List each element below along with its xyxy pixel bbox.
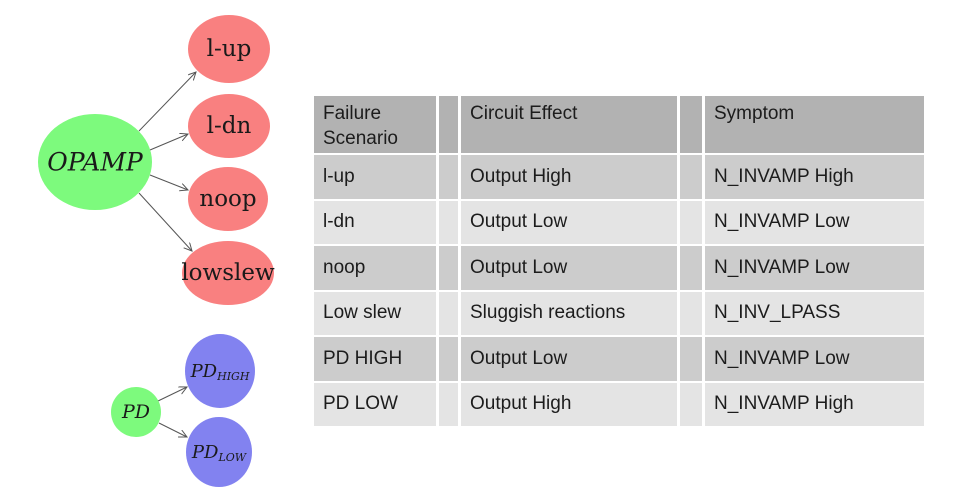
pd-arrows [157, 387, 187, 437]
node-pd-low-label: PDLOW [191, 442, 248, 464]
header-symptom: Symptom [705, 96, 924, 153]
header-circuit-effect: Circuit Effect [461, 96, 677, 153]
cell-failure-scenario: Low slew [314, 291, 436, 335]
cell-symptom: N_INV_LPASS [705, 291, 924, 335]
cell-circuit-effect: Output Low [461, 337, 677, 381]
header-failure-scenario: Failure Scenario [314, 96, 436, 153]
node-l-up [188, 15, 270, 83]
cell-failure-scenario: PD LOW [314, 382, 436, 426]
row-spacer [680, 246, 702, 290]
cell-circuit-effect: Output High [461, 382, 677, 426]
arrow-pd-high [157, 387, 187, 402]
row-spacer [439, 291, 458, 335]
node-pd-high [185, 334, 255, 408]
node-lowslew-label: lowslew [181, 260, 275, 286]
row-spacer [439, 155, 458, 199]
opamp-arrows [138, 72, 196, 251]
header-spacer-1 [439, 96, 458, 153]
arrow-opamp-lup [138, 72, 196, 132]
failure-scenario-table: Failure Scenario Circuit Effect Symptom … [314, 96, 924, 426]
node-pd [111, 387, 161, 437]
cell-symptom: N_INVAMP High [705, 155, 924, 199]
cell-failure-scenario: l-dn [314, 200, 436, 244]
node-noop [188, 167, 268, 231]
node-l-dn [188, 94, 270, 158]
row-spacer [680, 337, 702, 381]
node-lowslew [182, 241, 274, 305]
row-spacer [439, 337, 458, 381]
node-l-up-label: l-up [207, 36, 252, 62]
row-spacer [680, 382, 702, 426]
node-opamp-label: OPAMP [47, 148, 144, 177]
cell-symptom: N_INVAMP High [705, 382, 924, 426]
cell-circuit-effect: Output Low [461, 200, 677, 244]
cell-symptom: N_INVAMP Low [705, 246, 924, 290]
node-pd-low [186, 417, 252, 487]
arrow-opamp-lowslew [138, 192, 192, 251]
fault-tree-diagram: OPAMP l-up l-dn noop lowslew PD PDHIGH P… [38, 15, 275, 487]
arrow-opamp-noop [149, 174, 188, 190]
node-noop-label: noop [199, 186, 256, 212]
cell-failure-scenario: l-up [314, 155, 436, 199]
cell-circuit-effect: Sluggish reactions [461, 291, 677, 335]
cell-failure-scenario: PD HIGH [314, 337, 436, 381]
row-spacer [439, 382, 458, 426]
row-spacer [680, 155, 702, 199]
row-spacer [439, 200, 458, 244]
node-opamp [38, 114, 152, 210]
cell-symptom: N_INVAMP Low [705, 200, 924, 244]
node-l-dn-label: l-dn [207, 113, 252, 139]
header-spacer-2 [680, 96, 702, 153]
cell-circuit-effect: Output Low [461, 246, 677, 290]
node-pd-high-label: PDHIGH [190, 361, 250, 383]
node-pd-label: PD [121, 401, 150, 423]
cell-symptom: N_INVAMP Low [705, 337, 924, 381]
arrow-opamp-ldn [149, 134, 188, 151]
cell-circuit-effect: Output High [461, 155, 677, 199]
row-spacer [680, 291, 702, 335]
row-spacer [439, 246, 458, 290]
arrow-pd-low [158, 422, 187, 437]
cell-failure-scenario: noop [314, 246, 436, 290]
row-spacer [680, 200, 702, 244]
